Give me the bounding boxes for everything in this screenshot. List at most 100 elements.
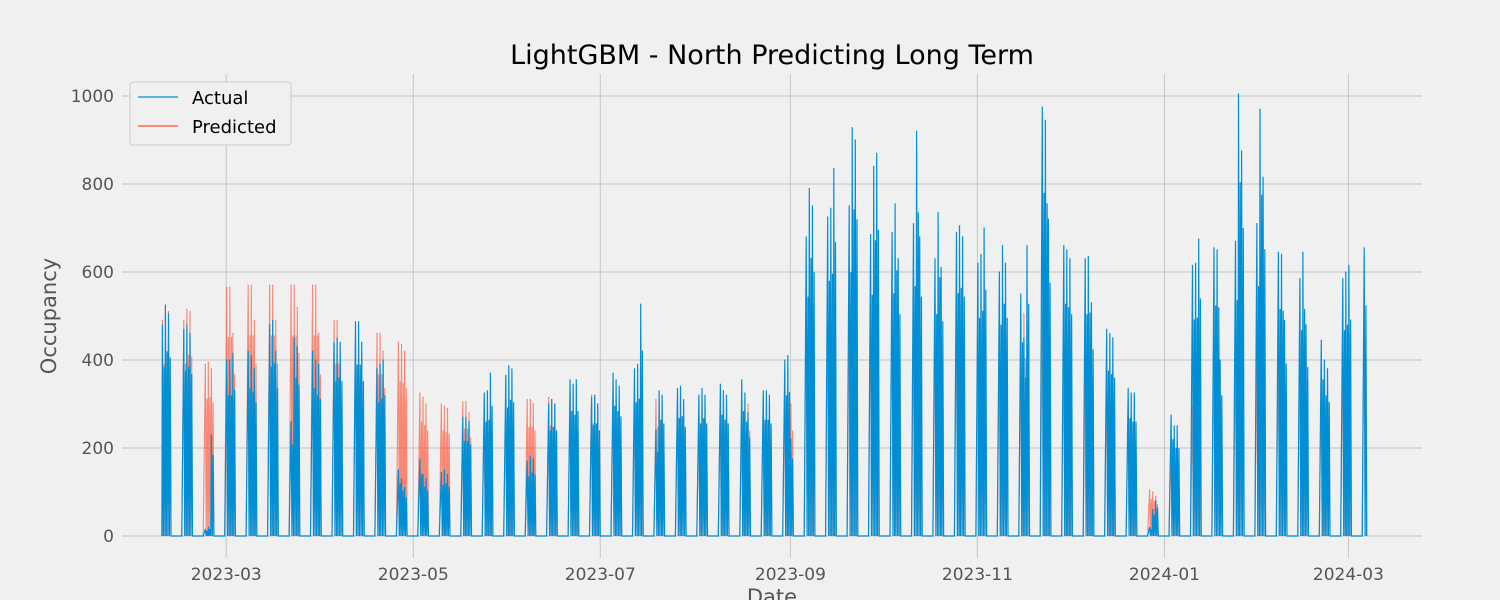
data-point: [1020, 293, 1022, 295]
data-point: [1213, 247, 1215, 249]
data-point: [443, 469, 445, 471]
data-point: [440, 471, 442, 473]
data-point: [655, 399, 657, 401]
data-point: [1320, 339, 1322, 341]
data-point: [376, 333, 378, 335]
data-point: [446, 473, 449, 475]
data-point: [1280, 253, 1283, 255]
series-actual: [161, 93, 1368, 537]
data-point: [827, 216, 829, 218]
data-point: [465, 401, 467, 403]
data-point: [768, 394, 771, 396]
data-point: [998, 271, 1001, 273]
data-point: [339, 341, 341, 343]
data-point: [1256, 223, 1258, 225]
data-point: [290, 284, 292, 286]
data-point: [548, 403, 550, 405]
legend-label-predicted: Predicted: [192, 117, 277, 138]
data-point: [1283, 319, 1286, 321]
data-point: [397, 341, 399, 343]
data-point: [382, 359, 384, 361]
data-point: [704, 394, 706, 396]
data-point: [379, 333, 381, 335]
data-point: [1219, 359, 1221, 361]
data-point: [400, 344, 403, 346]
data-point: [1155, 500, 1157, 502]
data-point: [269, 324, 271, 326]
data-point: [275, 319, 277, 321]
series-line: [161, 93, 1368, 537]
data-point: [1084, 258, 1086, 260]
y-axis-label: Occupancy: [37, 258, 61, 374]
data-point: [210, 368, 212, 370]
data-point: [1001, 245, 1004, 247]
data-point: [361, 341, 363, 343]
data-point: [183, 319, 185, 321]
data-point: [164, 304, 166, 306]
data-point: [226, 359, 228, 361]
data-point: [1237, 93, 1240, 95]
data-point: [851, 127, 853, 129]
legend: Actual Predicted: [129, 81, 292, 146]
data-point: [701, 388, 703, 390]
data-point: [1004, 262, 1007, 264]
data-point: [784, 359, 786, 361]
data-point: [532, 458, 534, 460]
data-point: [594, 394, 596, 396]
data-point: [508, 365, 510, 367]
data-point: [1299, 278, 1301, 280]
data-point: [1195, 262, 1197, 264]
data-point: [747, 403, 749, 405]
data-point: [1023, 337, 1025, 339]
data-point: [683, 399, 685, 401]
data-point: [722, 390, 725, 392]
data-point: [425, 403, 427, 405]
data-point: [226, 286, 228, 288]
data-point: [658, 390, 660, 392]
data-point: [1044, 119, 1046, 121]
data-point: [1216, 249, 1218, 251]
data-point: [272, 319, 274, 321]
data-point: [315, 359, 317, 361]
data-point: [1155, 495, 1157, 497]
data-point: [468, 412, 470, 414]
data-point: [440, 403, 442, 405]
data-point: [618, 385, 620, 387]
data-point: [400, 478, 403, 480]
data-point: [747, 412, 749, 414]
data-point: [1348, 264, 1350, 266]
data-point: [1066, 249, 1068, 251]
data-point: [532, 403, 534, 405]
data-point: [404, 487, 406, 489]
data-point: [1063, 245, 1065, 247]
data-point: [790, 438, 792, 440]
data-point: [354, 321, 357, 323]
data-point: [422, 473, 424, 475]
data-point: [575, 379, 577, 381]
data-point: [1127, 388, 1129, 390]
data-point: [1173, 425, 1175, 427]
data-point: [250, 355, 252, 357]
data-point: [443, 405, 445, 407]
data-point: [404, 350, 406, 352]
data-point: [1277, 251, 1279, 253]
data-point: [962, 236, 964, 238]
data-point: [333, 319, 335, 321]
data-point: [232, 352, 234, 354]
data-point: [250, 284, 252, 286]
data-point: [655, 429, 657, 431]
data-point: [719, 383, 722, 385]
data-point: [489, 372, 491, 374]
data-point: [679, 385, 682, 387]
data-point: [551, 399, 553, 401]
data-point: [483, 392, 485, 394]
x-tick-label: 2023-05: [378, 565, 449, 585]
data-point: [529, 456, 531, 458]
y-tick-label: 0: [103, 527, 114, 547]
data-point: [765, 390, 768, 392]
data-point: [189, 311, 191, 313]
data-point: [725, 394, 728, 396]
data-point: [526, 399, 528, 401]
data-point: [1241, 150, 1243, 152]
data-point: [569, 379, 571, 381]
